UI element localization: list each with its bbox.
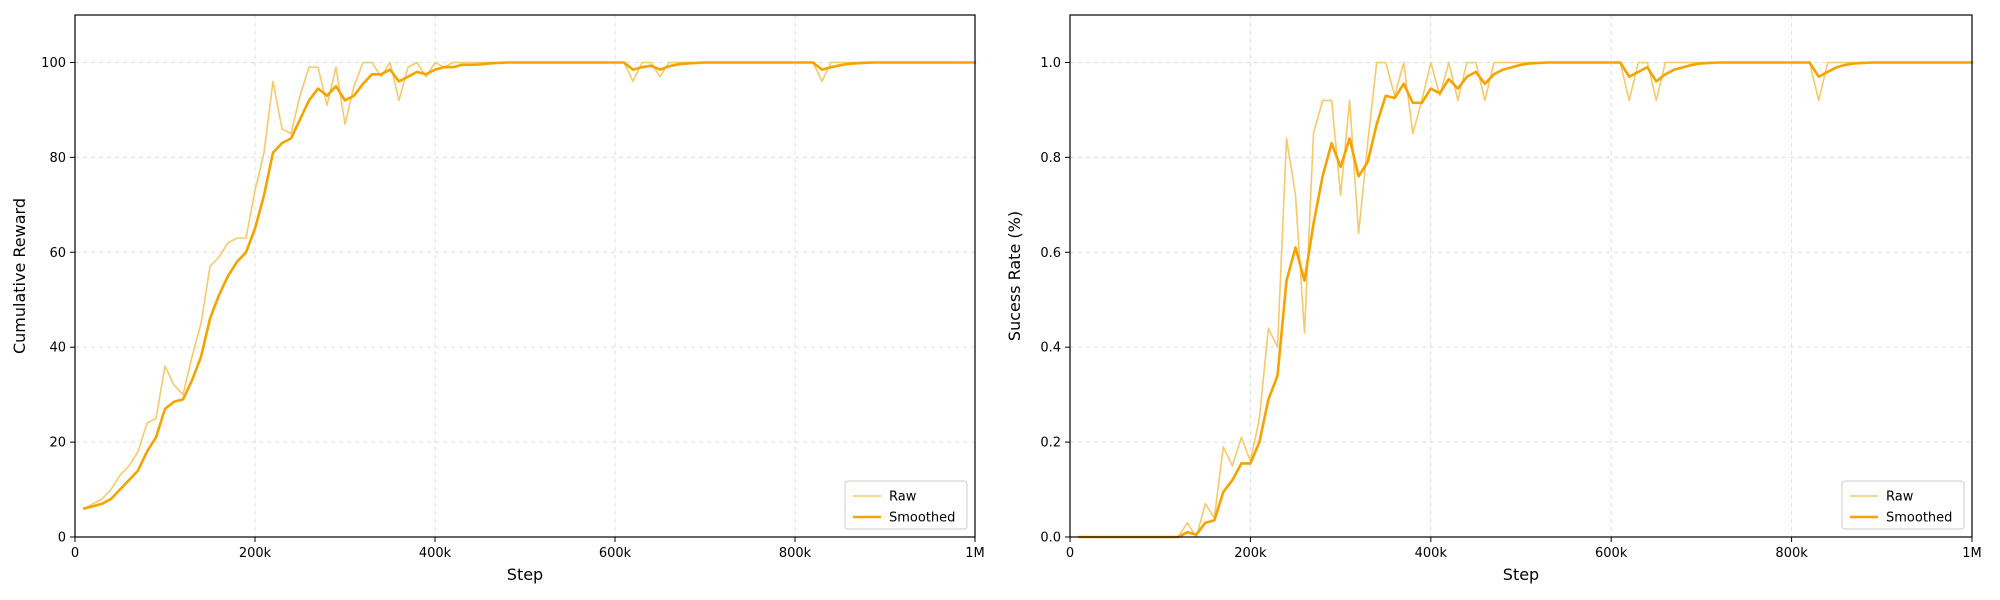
legend-raw-label: Raw bbox=[889, 490, 917, 505]
x-tick-label: 400k bbox=[419, 546, 452, 561]
smoothed-series-line bbox=[82, 61, 977, 510]
y-tick-label: 40 bbox=[49, 341, 66, 356]
y-tick-label: 1.0 bbox=[1040, 56, 1061, 71]
plot-frame bbox=[1069, 14, 1973, 538]
x-axis-label: Step bbox=[507, 565, 543, 584]
y-axis-label: Sucess Rate (%) bbox=[1005, 211, 1024, 341]
y-tick-label: 60 bbox=[49, 246, 66, 261]
plot-area bbox=[75, 15, 975, 537]
x-tick-label: 800k bbox=[1775, 546, 1808, 561]
reward-chart: 0 200k 400k 600k 800k 1M 0 20 40 60 80 100 Step Cumul… bbox=[10, 14, 985, 584]
x-tick-label: 600k bbox=[1595, 546, 1628, 561]
y-tick-label: 0.6 bbox=[1040, 246, 1061, 261]
x-axis-label: Step bbox=[1503, 565, 1539, 584]
x-tick-label: 0 bbox=[71, 546, 79, 561]
y-tick-label: 0.8 bbox=[1040, 151, 1061, 166]
x-tick-label: 1M bbox=[965, 546, 985, 561]
x-tick-label: 600k bbox=[599, 546, 632, 561]
legend-smoothed-label: Smoothed bbox=[889, 511, 955, 526]
x-tick-label: 200k bbox=[239, 546, 272, 561]
x-tick-label: 800k bbox=[779, 546, 812, 561]
legend-raw-label: Raw bbox=[1886, 490, 1914, 505]
legend: Raw Smoothed bbox=[844, 480, 968, 530]
y-tick-label: 0.2 bbox=[1040, 436, 1061, 451]
x-tick-label: 1M bbox=[1962, 546, 1982, 561]
smoothed-series-line bbox=[1077, 61, 1974, 539]
y-tick-label: 80 bbox=[49, 151, 66, 166]
y-tick-label: 100 bbox=[41, 56, 66, 71]
plot-area bbox=[1070, 15, 1972, 537]
x-tick-label: 400k bbox=[1415, 546, 1448, 561]
success-rate-chart: 0 200k 400k 600k 800k 1M 0.0 0.2 0.4 0.6 0.8 1.0 Ste… bbox=[1005, 14, 1982, 584]
y-tick-label: 0.0 bbox=[1040, 531, 1061, 546]
plot-frame bbox=[74, 14, 976, 538]
x-tick-label: 0 bbox=[1066, 546, 1074, 561]
raw-series-line bbox=[1078, 61, 1973, 538]
y-axis-label: Cumulative Reward bbox=[10, 198, 29, 354]
y-tick-label: 0.4 bbox=[1040, 341, 1061, 356]
x-tick-label: 200k bbox=[1234, 546, 1267, 561]
y-tick-label: 0 bbox=[58, 531, 66, 546]
legend-smoothed-label: Smoothed bbox=[1886, 511, 1952, 526]
y-tick-label: 20 bbox=[49, 436, 66, 451]
legend: Raw Smoothed bbox=[1841, 480, 1965, 530]
